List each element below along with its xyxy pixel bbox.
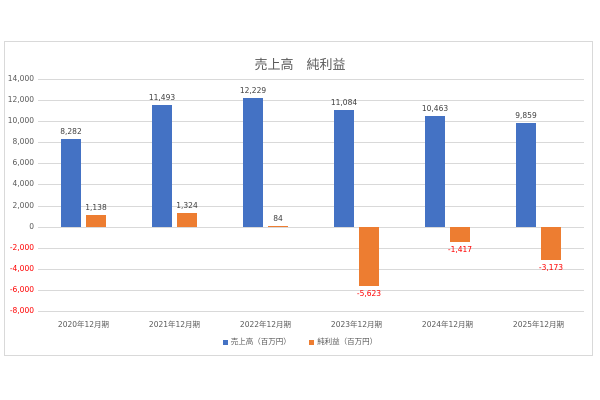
gridline	[38, 184, 584, 186]
legend-swatch-sales	[222, 339, 228, 345]
gridline	[38, 247, 584, 249]
y-tick-label: 0	[29, 221, 34, 231]
x-tick-label: 2023年12月期	[330, 320, 383, 329]
gridline	[38, 311, 584, 312]
data-label: 12,229	[239, 85, 267, 95]
y-tick-label: 4,000	[12, 179, 34, 189]
data-label: 9,859	[515, 110, 537, 120]
data-label: -5,623	[356, 288, 382, 298]
y-tick-label: 6,000	[12, 158, 34, 168]
bar-sales	[425, 116, 445, 227]
data-label: 10,463	[421, 104, 449, 114]
bar-net-income	[359, 226, 379, 286]
data-label: 84	[273, 213, 283, 223]
y-tick-label: 2,000	[12, 200, 34, 210]
chart-title: 売上高 純利益	[254, 58, 346, 73]
y-tick-label: -4,000	[9, 263, 34, 273]
bar-net-income	[268, 225, 288, 227]
legend: 売上高（百万円） 純利益（百万円）	[0, 336, 600, 347]
legend-item-net-income: 純利益（百万円）	[309, 336, 377, 347]
y-tick-label: 10,000	[7, 116, 34, 126]
y-tick-label: 8,000	[12, 137, 34, 147]
x-tick-label: 2024年12月期	[421, 320, 474, 329]
data-label: -3,173	[538, 263, 564, 273]
bar-net-income	[86, 214, 106, 227]
y-tick-label: 14,000	[7, 74, 34, 83]
data-label: -1,417	[447, 244, 473, 254]
bar-sales	[152, 105, 172, 227]
data-label: 11,084	[330, 97, 358, 107]
gridline	[38, 142, 584, 144]
legend-label-sales: 売上高（百万円）	[230, 337, 291, 346]
legend-item-sales: 売上高（百万円）	[222, 336, 291, 347]
bar-sales	[516, 122, 536, 227]
x-tick-label: 2021年12月期	[148, 320, 201, 329]
bar-sales	[334, 109, 354, 227]
bar-net-income	[541, 226, 561, 261]
data-label: 1,324	[176, 200, 198, 210]
y-tick-label: 12,000	[7, 95, 34, 105]
x-tick-label: 2025年12月期	[512, 320, 565, 329]
y-tick-label: -8,000	[9, 306, 34, 315]
bar-sales	[61, 139, 81, 227]
bar-net-income	[177, 212, 197, 227]
data-label: 8,282	[60, 127, 82, 137]
data-label: 1,138	[85, 202, 107, 212]
gridline	[38, 226, 584, 228]
plot-area: 8,282 1,138 11,493 1,324 12,229 84 11,084 -5,62…	[38, 79, 584, 312]
gridline	[38, 100, 584, 102]
gridline	[38, 79, 584, 80]
x-tick-label: 2022年12月期	[239, 320, 292, 329]
legend-swatch-net-income	[309, 339, 315, 345]
gridline	[38, 121, 584, 123]
gridline	[38, 268, 584, 270]
y-tick-label: -6,000	[9, 284, 34, 294]
bar-sales	[243, 97, 263, 227]
gridline	[38, 205, 584, 207]
gridline	[38, 163, 584, 165]
data-label: 11,493	[148, 93, 176, 103]
bar-net-income	[450, 226, 470, 242]
legend-label-net-income: 純利益（百万円）	[317, 337, 378, 346]
chart-frame	[4, 41, 593, 356]
x-tick-label: 2020年12月期	[57, 320, 110, 329]
gridline	[38, 289, 584, 291]
y-tick-label: -2,000	[9, 242, 34, 252]
